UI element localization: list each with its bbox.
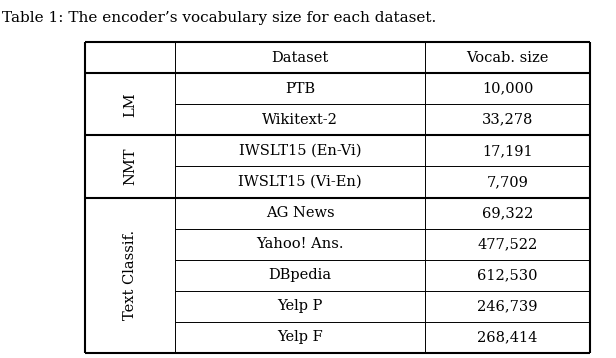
Text: Wikitext-2: Wikitext-2 xyxy=(262,113,338,127)
Text: IWSLT15 (En-Vi): IWSLT15 (En-Vi) xyxy=(239,144,361,158)
Text: Yahoo! Ans.: Yahoo! Ans. xyxy=(256,237,344,251)
Text: 268,414: 268,414 xyxy=(477,330,538,344)
Text: 17,191: 17,191 xyxy=(482,144,533,158)
Text: Yelp F: Yelp F xyxy=(277,330,323,344)
Text: Vocab. size: Vocab. size xyxy=(466,50,549,64)
Text: 612,530: 612,530 xyxy=(477,268,538,282)
Text: 69,322: 69,322 xyxy=(482,206,533,220)
Text: 7,709: 7,709 xyxy=(487,175,529,189)
Text: 10,000: 10,000 xyxy=(482,82,533,96)
Text: AG News: AG News xyxy=(265,206,334,220)
Text: Table 1: The encoder’s vocabulary size for each dataset.: Table 1: The encoder’s vocabulary size f… xyxy=(2,11,436,25)
Text: 33,278: 33,278 xyxy=(482,113,533,127)
Text: NMT: NMT xyxy=(123,147,137,185)
Text: PTB: PTB xyxy=(285,82,315,96)
Text: Dataset: Dataset xyxy=(272,50,328,64)
Text: 477,522: 477,522 xyxy=(477,237,538,251)
Text: 246,739: 246,739 xyxy=(477,299,538,313)
Text: DBpedia: DBpedia xyxy=(269,268,331,282)
Text: LM: LM xyxy=(123,92,137,116)
Text: IWSLT15 (Vi-En): IWSLT15 (Vi-En) xyxy=(238,175,362,189)
Text: Text Classif.: Text Classif. xyxy=(123,230,137,320)
Text: Yelp P: Yelp P xyxy=(277,299,323,313)
